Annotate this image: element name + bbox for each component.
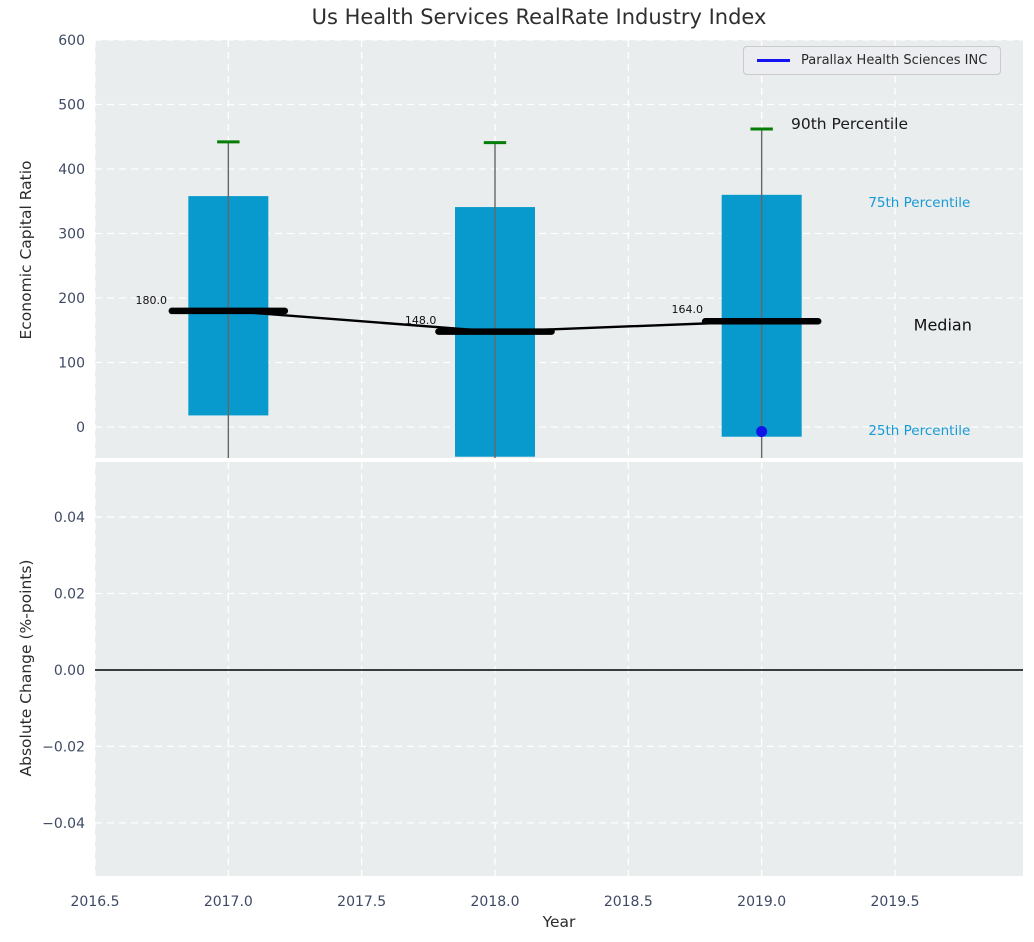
legend-label: Parallax Health Sciences INC <box>801 53 988 68</box>
bottom-panel-bg <box>95 462 1023 876</box>
legend-line-swatch <box>757 59 790 62</box>
chart-title: Us Health Services RealRate Industry Ind… <box>311 5 767 29</box>
x-tick-label: 2016.5 <box>71 894 120 910</box>
x-tick-label: 2018.5 <box>604 894 653 910</box>
annotation-148-0: 148.0 <box>405 314 437 327</box>
top-y-tick-label: 300 <box>58 227 85 243</box>
annotation-90th-percentile: 90th Percentile <box>791 115 908 133</box>
company-point-dot <box>756 426 768 438</box>
annotation-25th-percentile: 25th Percentile <box>868 423 970 439</box>
annotation-median: Median <box>914 315 972 334</box>
bottom-y-tick-label: 0.00 <box>54 663 85 679</box>
x-axis-label: Year <box>542 913 576 931</box>
top-y-tick-label: 600 <box>58 33 85 49</box>
top-y-tick-label: 400 <box>58 162 85 178</box>
top-y-tick-label: 200 <box>58 291 85 307</box>
x-tick-label: 2017.0 <box>204 894 253 910</box>
x-tick-label: 2019.0 <box>737 894 786 910</box>
annotation-180-0: 180.0 <box>136 294 168 307</box>
bottom-y-tick-label: −0.02 <box>42 739 85 755</box>
bottom-y-tick-label: −0.04 <box>42 816 85 832</box>
x-tick-label: 2017.5 <box>337 894 386 910</box>
annotation-164-0: 164.0 <box>672 303 704 316</box>
bottom-y-tick-label: 0.02 <box>54 587 85 603</box>
top-y-axis-label: Economic Capital Ratio <box>17 160 35 340</box>
x-tick-label: 2019.5 <box>871 894 920 910</box>
top-y-tick-label: 0 <box>76 420 85 436</box>
annotation-75th-percentile: 75th Percentile <box>868 195 970 211</box>
legend: Parallax Health Sciences INC <box>743 46 1002 75</box>
bottom-y-axis-label: Absolute Change (%-points) <box>17 559 35 777</box>
top-y-tick-label: 500 <box>58 98 85 114</box>
bottom-y-tick-label: 0.04 <box>54 510 85 526</box>
x-tick-label: 2018.0 <box>471 894 520 910</box>
top-y-tick-label: 100 <box>58 356 85 372</box>
